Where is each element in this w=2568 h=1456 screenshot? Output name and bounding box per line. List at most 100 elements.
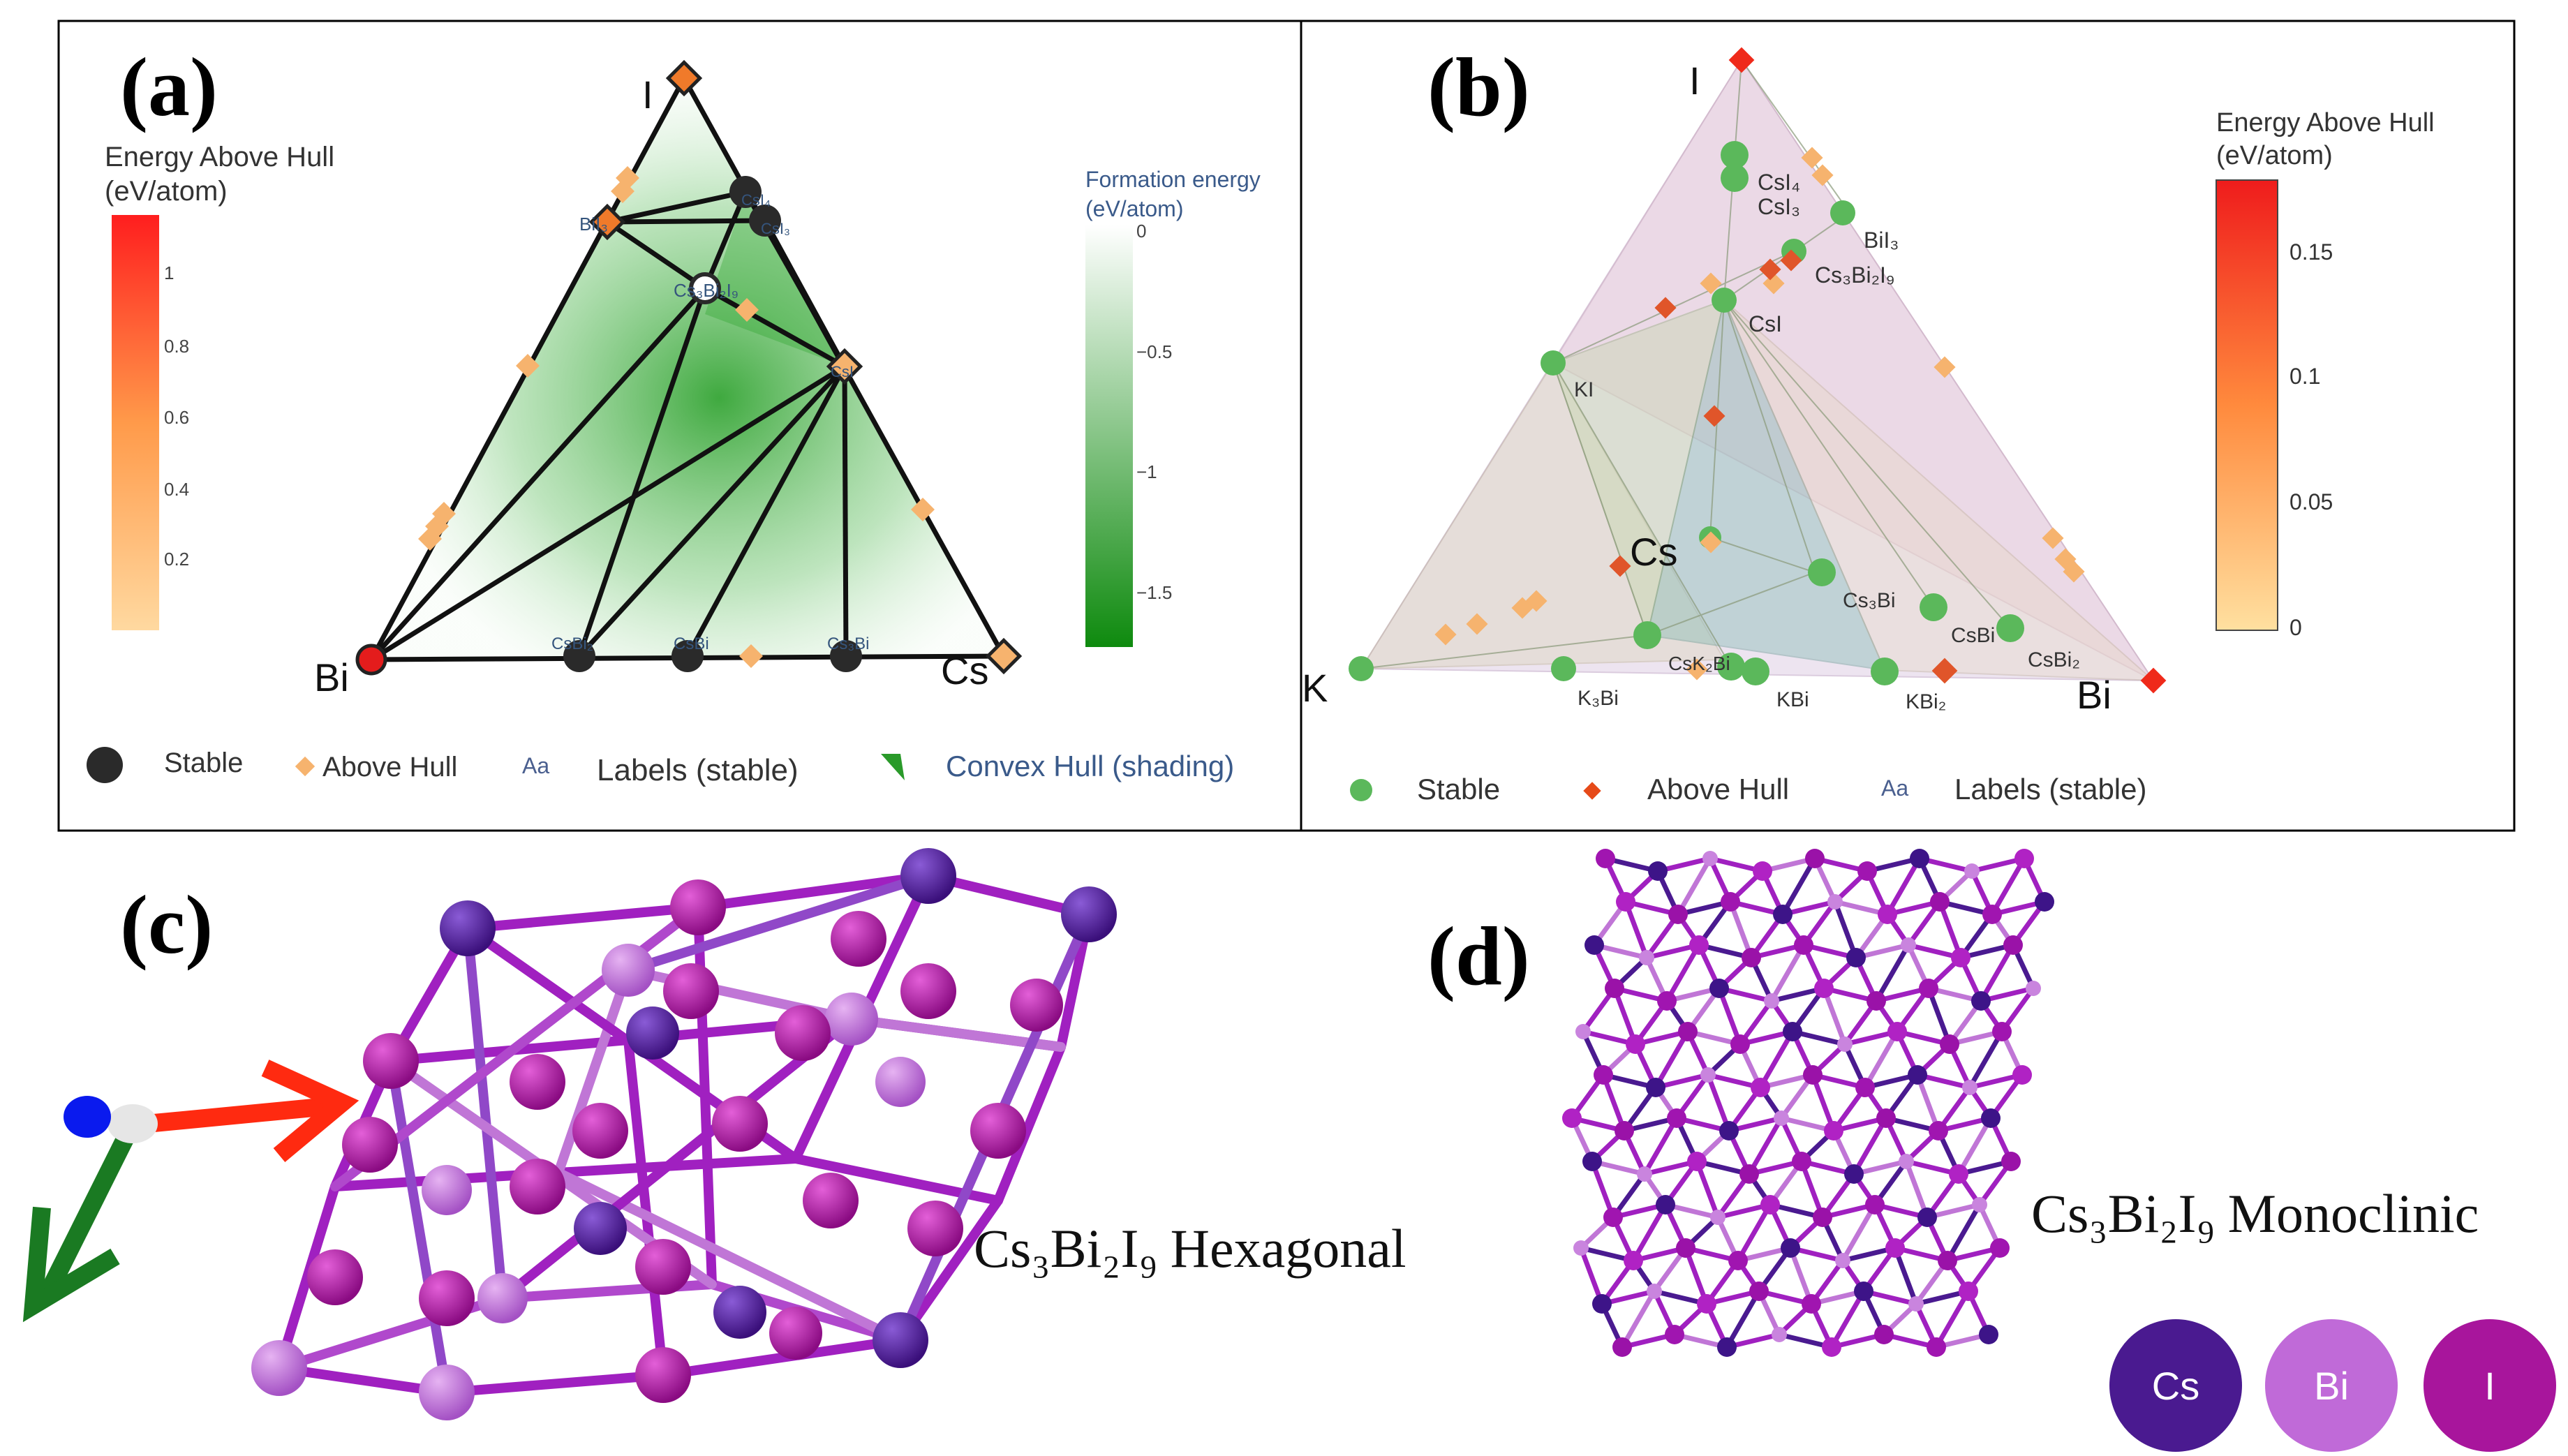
panel-b-tick-2: 0.1 [2289,364,2320,389]
bond [1724,1290,1762,1349]
stable-point [671,640,704,672]
atom [1730,1034,1750,1054]
atom [1876,1108,1896,1128]
element-key-cs [2109,1319,2242,1452]
atom [1728,1251,1748,1270]
panel-b: (b) Energy Above Hull (eV/atom) 0.15 0.1… [1300,20,2516,832]
panel-b-label-csbi: CsBi [1951,624,1995,647]
bond [1934,1290,1971,1349]
bond [1840,1203,1878,1262]
legend-stable: Stable [1417,773,1500,805]
bond [1832,900,1859,959]
atom [1647,1284,1662,1299]
legend-above-hull: Above Hull [1647,773,1789,805]
atom [1835,1253,1850,1268]
atom [1885,1238,1905,1258]
atom [1709,979,1729,998]
atom [1844,1164,1864,1184]
panel-b-label-csbi2: CsBi₂ [2028,648,2080,671]
atom [1721,892,1740,912]
y-axis-arrowhead [22,1206,120,1323]
atom [1866,991,1886,1011]
bond [1619,1290,1657,1349]
atom [1972,1197,1987,1212]
bond [1967,1030,2005,1089]
atom [1751,1078,1770,1097]
atom [1803,1065,1823,1085]
panel-b-vertex-k: K [1302,666,1328,710]
atom [1612,1337,1632,1357]
panel-b-legend: Stable Above Hull Aa Labels (stable) [1350,773,2146,805]
atom [1990,1238,2010,1258]
atom [1573,1240,1589,1256]
panel-a-vertex-cs: Cs [941,648,988,692]
panel-b-label-cs3bi2i9: Cs₃Bi₂I₉ [1815,262,1895,288]
atom [1979,1325,1998,1344]
panel-a-above-hull-points [418,166,935,668]
atom [1596,849,1615,868]
atom [1927,1337,1946,1357]
atom [1899,1154,1914,1169]
legend-labels-icon: Aa [1881,775,1908,801]
bond [1885,857,1922,916]
bond [1642,1117,1679,1175]
legend-convex-hull: Convex Hull (shading) [946,750,1234,782]
atom [1846,948,1866,967]
panel-d: (d) Cs₃Bi₂I₉ Monoclinic Cs Bi I [1427,849,2556,1452]
bond [1829,1290,1866,1349]
panel-b-colorbar [2216,179,2278,631]
bond [1978,944,2016,1002]
panel-b-label-ki: KI [1574,378,1594,401]
atom [1626,1034,1645,1054]
panel-b-label-bii3: BiI₃ [1864,228,1899,253]
atom [1982,905,2002,924]
atom [1919,979,1938,998]
panel-a-form-tick-1: 0 [1136,221,1146,242]
panel-a-vertex-bi: Bi [314,655,349,699]
panel-b-label-cs3bi: Cs₃Bi [1843,589,1896,612]
panel-b-label-kbi2: KBi₂ [1906,690,1946,713]
panel-a-label-csbi2: CsBi₂ [551,634,593,653]
element-key-i [2424,1319,2556,1452]
stable-point [729,176,762,208]
atom [1773,905,1793,924]
atom [1668,905,1688,924]
atom [1878,905,1897,924]
panel-a-label-cs3bi: Cs₃Bi [827,634,869,653]
atom [1717,1337,1737,1357]
atom [1874,1325,1894,1344]
stable-point [689,272,721,304]
atom [1822,1337,1841,1357]
atom [1603,1208,1623,1227]
atom [1901,937,1916,953]
bond [1851,1117,1889,1175]
atom [1648,861,1668,881]
panel-a-label-csbi: CsBi [674,634,709,653]
atom [1575,1024,1591,1039]
atom [2026,981,2041,996]
atom [1584,935,1604,955]
z-axis-sphere [64,1096,111,1138]
vertex-marker [665,59,703,97]
panel-a-form-tick-3: −1 [1136,461,1157,482]
panel-b-vertex-bi: Bi [2077,673,2111,717]
atom [1792,1152,1811,1171]
legend-above-hull: Above Hull [322,752,457,782]
atom [1781,1238,1800,1258]
panel-a-hull-tick-3: 0.6 [164,407,189,428]
panel-c: (c) [22,848,1407,1420]
atom [1971,991,1991,1011]
atom [1710,1210,1725,1225]
panel-a-form-cbar-title-1: Formation energy [1085,167,1261,192]
bond [1716,987,1743,1046]
bond [1769,944,1806,1002]
atom [1959,1282,1978,1301]
atom [1887,1022,1907,1041]
panel-a-hull-tick-5: 0.2 [164,549,189,570]
atom [1764,993,1779,1009]
bond [1623,900,1649,959]
atom [1827,894,1843,909]
atom [1854,1282,1873,1301]
panel-b-tick-4: 0 [2289,615,2302,640]
